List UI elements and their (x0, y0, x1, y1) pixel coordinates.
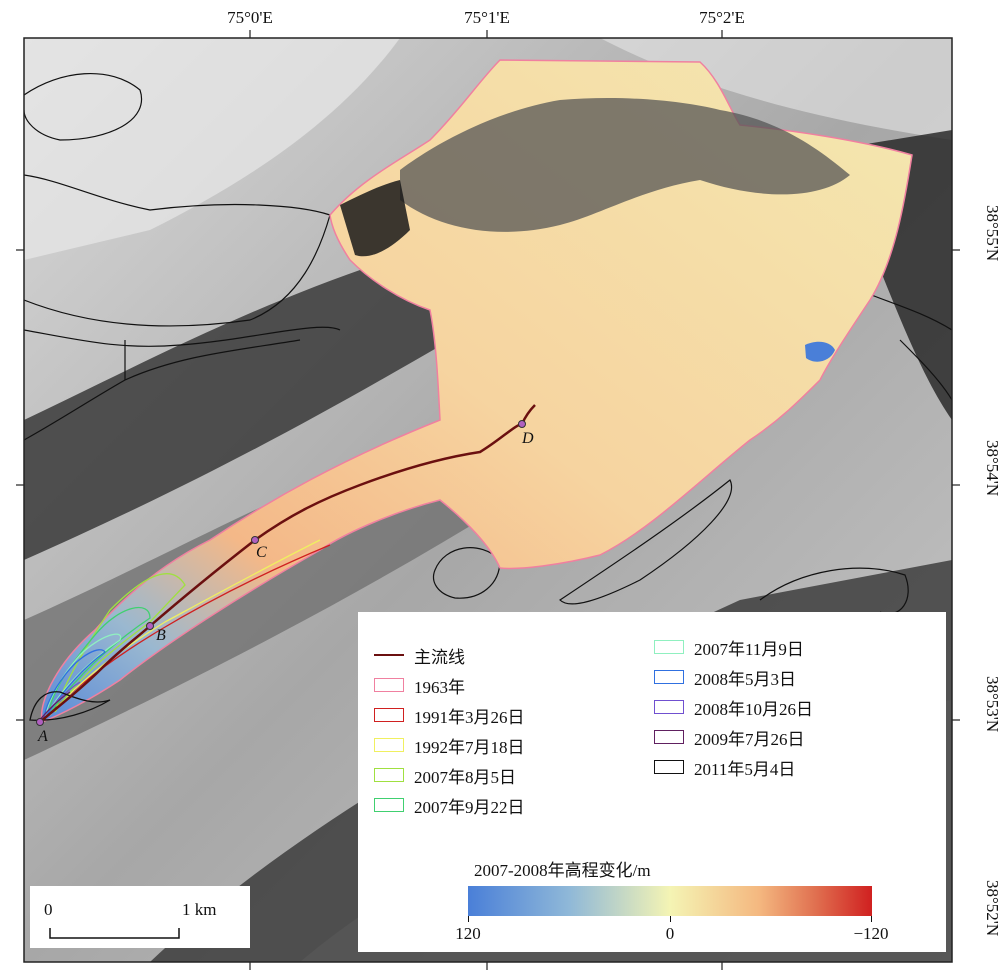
legend-label: 1963年 (414, 677, 465, 697)
outline-swatch (374, 738, 404, 752)
outline-swatch (374, 678, 404, 692)
point-b-marker (146, 622, 154, 630)
legend-label: 1991年3月26日 (414, 707, 525, 727)
point-c-label: C (256, 544, 267, 561)
legend-item-2008-05: 2008年5月3日 (654, 666, 796, 689)
scale-bar: 0 1 km (30, 886, 250, 948)
legend-item-2007-11: 2007年11月9日 (654, 636, 804, 659)
graticule-ticks (16, 30, 960, 970)
outline-swatch (654, 760, 684, 774)
outline-swatch (654, 640, 684, 654)
shadow-patch (340, 180, 410, 257)
scale-bar-line (49, 928, 180, 939)
colorbar-tick (871, 916, 872, 922)
legend-label: 2011年5月4日 (694, 759, 796, 779)
outline-swatch (654, 670, 684, 684)
central-flowline (39, 404, 536, 723)
lon-label-2: 75°1'E (464, 8, 510, 27)
lat-label-4: 38°52'N (983, 880, 1000, 937)
colorbar-min-label: 120 (455, 924, 481, 943)
point-a-label: A (38, 728, 48, 745)
terminus-outlines (29, 539, 331, 723)
outline-swatch (654, 730, 684, 744)
colorbar-tick (468, 916, 469, 922)
legend-item-flowline: 主流线 (374, 644, 465, 667)
colorbar-title: 2007-2008年高程变化/m (474, 861, 651, 880)
outline-swatch (654, 700, 684, 714)
colorbar-gradient (468, 886, 872, 916)
lon-label-3: 75°2'E (699, 8, 745, 27)
neighbor-glacier-outlines (24, 73, 952, 615)
legend-label: 2009年7月26日 (694, 729, 805, 749)
map-border (23, 37, 953, 963)
legend-item-2011: 2011年5月4日 (654, 756, 796, 779)
lat-label-3: 38°53'N (983, 676, 1000, 733)
point-b-label: B (156, 627, 166, 644)
legend-item-2008-10: 2008年10月26日 (654, 696, 813, 719)
outline-swatch (374, 708, 404, 722)
flowline-swatch (374, 654, 404, 656)
legend-item-1992: 1992年7月18日 (374, 734, 525, 757)
legend-item-1991: 1991年3月26日 (374, 704, 525, 727)
lon-label-1: 75°0'E (227, 8, 273, 27)
lat-label-1: 38°55'N (983, 205, 1000, 262)
colorbar-tick (670, 916, 671, 922)
colorbar-max-label: −120 (853, 924, 889, 943)
point-d-label: D (522, 430, 534, 447)
scale-right-label: 1 km (182, 900, 217, 919)
outline-swatch (374, 768, 404, 782)
legend-item-1963: 1963年 (374, 674, 465, 697)
legend-label: 2008年5月3日 (694, 669, 796, 689)
legend-label: 2008年10月26日 (694, 699, 813, 719)
colorbar-mid-label: 0 (665, 924, 675, 943)
legend-panel: 主流线 1963年 1991年3月26日 1992年7月18日 2007年8月5… (358, 612, 946, 952)
legend-label: 2007年8月5日 (414, 767, 516, 787)
legend-label: 2007年11月9日 (694, 639, 804, 659)
legend-label: 主流线 (414, 647, 465, 667)
point-c-marker (251, 536, 259, 544)
blue-patch (805, 341, 835, 362)
outline-swatch (374, 798, 404, 812)
lat-label-2: 38°54'N (983, 440, 1000, 497)
legend-item-2007-08: 2007年8月5日 (374, 764, 516, 787)
glacier-void-area (400, 98, 850, 232)
scale-left-label: 0 (44, 900, 53, 919)
legend-item-2009: 2009年7月26日 (654, 726, 805, 749)
legend-label: 1992年7月18日 (414, 737, 525, 757)
point-d-marker (518, 420, 526, 428)
legend-label: 2007年9月22日 (414, 797, 525, 817)
legend-item-2007-09: 2007年9月22日 (374, 794, 525, 817)
point-a-marker (36, 718, 44, 726)
